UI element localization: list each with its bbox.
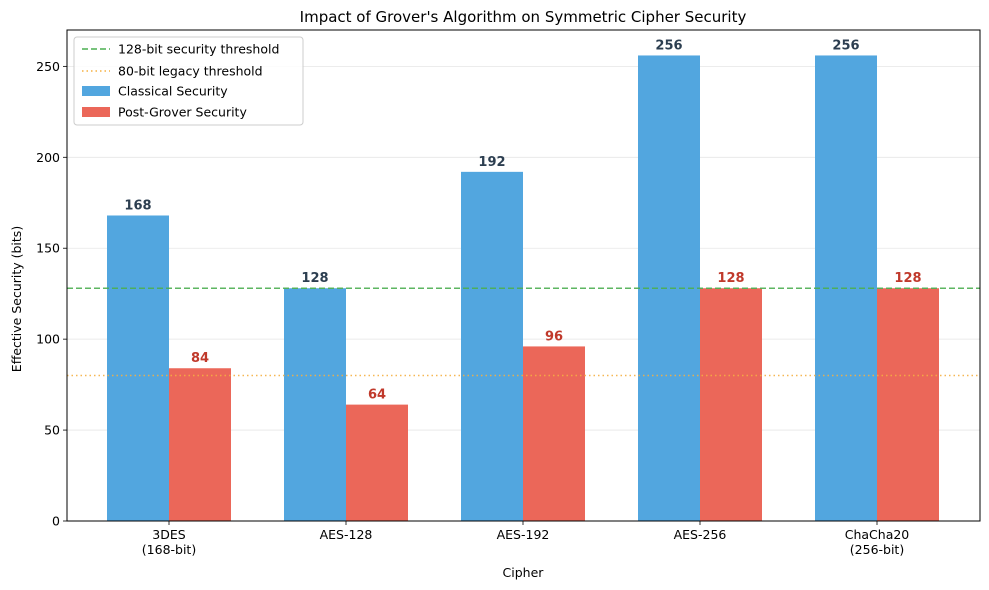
- legend-swatch-bar: [82, 86, 110, 96]
- legend-label: Classical Security: [118, 84, 228, 99]
- bar-post-grover: [523, 346, 585, 521]
- x-tick-label: AES-192: [497, 527, 550, 542]
- data-label: 128: [894, 271, 921, 286]
- reference-lines: [67, 287, 980, 377]
- legend-box: [73, 36, 304, 126]
- legend-label: 80-bit legacy threshold: [118, 64, 263, 79]
- data-label: 192: [478, 155, 505, 170]
- plot-frame: [66, 29, 981, 522]
- bar-post-grover: [346, 404, 408, 521]
- x-tick-label: (168-bit): [142, 542, 196, 557]
- y-tick-label: 250: [36, 59, 60, 74]
- bar-post-grover: [700, 288, 762, 521]
- bar-post-grover: [169, 368, 231, 521]
- y-tick-label: 0: [52, 514, 60, 529]
- x-axis: 3DES(168-bit) AES-128 AES-192 AES-256 ChaCha…: [142, 521, 910, 557]
- legend-label: Post-Grover Security: [118, 105, 247, 120]
- data-label: 96: [545, 329, 563, 344]
- x-tick-label: 3DES: [152, 527, 185, 542]
- bar-classical: [107, 215, 169, 521]
- bar-post-grover: [877, 288, 939, 521]
- y-tick-label: 100: [36, 332, 60, 347]
- data-label: 128: [301, 271, 328, 286]
- y-tick-label: 200: [36, 150, 60, 165]
- chart-title: Impact of Grover's Algorithm on Symmetri…: [300, 8, 747, 26]
- y-axis-label: Effective Security (bits): [9, 226, 24, 372]
- bar-classical: [461, 171, 523, 521]
- x-tick-label: AES-128: [320, 527, 373, 542]
- data-label: 168: [124, 198, 151, 213]
- x-axis-label: Cipher: [503, 565, 545, 580]
- data-label: 64: [368, 388, 386, 403]
- x-tick-label: AES-256: [674, 527, 727, 542]
- y-axis: 0 50 100 150 200 250: [36, 59, 67, 529]
- legend-swatch-bar: [82, 107, 110, 117]
- y-tick-label: 50: [44, 423, 60, 438]
- legend: 128-bit security threshold 80-bit legacy …: [73, 36, 304, 126]
- x-tick-label: (256-bit): [850, 542, 904, 557]
- data-labels: 168 128 192 256 256 84 64 96 128 128: [124, 38, 921, 402]
- data-label: 256: [655, 38, 682, 53]
- data-label: 84: [191, 351, 209, 366]
- data-label: 128: [717, 271, 744, 286]
- y-tick-label: 150: [36, 241, 60, 256]
- data-label: 256: [832, 38, 859, 53]
- legend-label: 128-bit security threshold: [118, 42, 279, 57]
- x-tick-label: ChaCha20: [845, 527, 910, 542]
- bar-classical: [284, 288, 346, 521]
